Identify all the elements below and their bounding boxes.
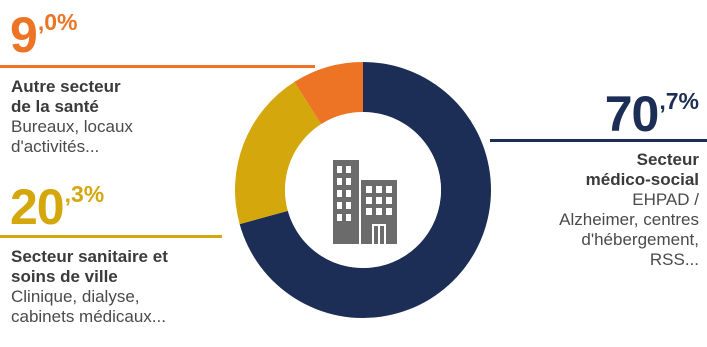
label-autre-secteur-title-1: Autre secteur	[11, 77, 121, 96]
label-autre-secteur: Autre secteur de la santé Bureaux, locau…	[11, 77, 133, 157]
label-secteur-medico-social-title-2: médico-social	[585, 170, 699, 189]
label-autre-secteur-desc-2: d'activités...	[11, 137, 100, 156]
label-secteur-medico-social-desc-1: EHPAD /	[632, 190, 699, 209]
label-secteur-sanitaire: Secteur sanitaire et soins de ville Clin…	[11, 247, 168, 327]
office-building-icon	[333, 160, 397, 244]
pct-autre-secteur-int: 9	[10, 7, 38, 63]
label-secteur-medico-social-desc-4: RSS...	[649, 250, 699, 269]
donut-slices	[234, 62, 491, 318]
label-autre-secteur-desc-1: Bureaux, locaux	[11, 117, 133, 136]
label-secteur-medico-social-desc-3: d'hébergement,	[581, 230, 699, 249]
pct-secteur-sanitaire-dec: ,3%	[64, 181, 105, 207]
pct-autre-secteur-dec: ,0%	[37, 9, 78, 35]
label-autre-secteur-title-2: de la santé	[11, 97, 99, 116]
pct-secteur-sanitaire: 20,3%	[10, 182, 104, 232]
pct-secteur-medico-social: 70,7%	[605, 89, 699, 139]
pct-secteur-medico-social-dec: ,7%	[659, 88, 699, 114]
connector-line-autre-secteur	[0, 65, 315, 68]
pct-autre-secteur: 9,0%	[10, 10, 77, 60]
pct-secteur-sanitaire-int: 20	[10, 179, 65, 235]
slice-autre-sante	[294, 62, 363, 125]
label-secteur-medico-social-desc-2: Alzheimer, centres	[559, 210, 699, 229]
slice-medico-social	[239, 62, 491, 318]
connector-line-secteur-sanitaire	[0, 235, 222, 238]
connector-line-secteur-medico-social	[490, 139, 707, 142]
slice-sanitaire	[234, 81, 322, 225]
label-secteur-sanitaire-title-2: soins de ville	[11, 267, 118, 286]
label-secteur-medico-social: Secteur médico-social EHPAD / Alzheimer,…	[559, 150, 699, 270]
label-secteur-sanitaire-title-1: Secteur sanitaire et	[11, 247, 168, 266]
pct-secteur-medico-social-int: 70	[604, 86, 660, 142]
label-secteur-sanitaire-desc-2: cabinets médicaux...	[11, 307, 166, 326]
label-secteur-sanitaire-desc-1: Clinique, dialyse,	[11, 287, 140, 306]
label-secteur-medico-social-title-1: Secteur	[636, 150, 699, 169]
